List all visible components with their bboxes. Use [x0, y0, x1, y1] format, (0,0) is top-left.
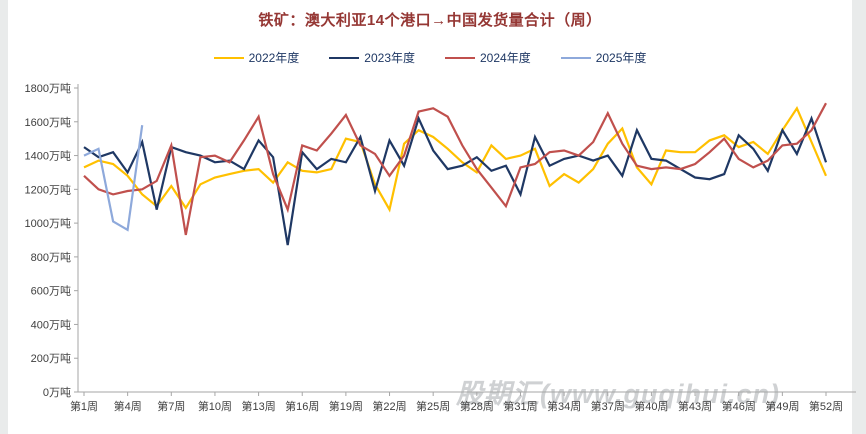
legend-item-2025年度: 2025年度 — [560, 49, 647, 66]
legend-label: 2022年度 — [248, 51, 300, 65]
x-tick-label: 第7周 — [157, 399, 185, 413]
x-tick-label: 第34周 — [547, 399, 581, 413]
y-tick-label: 1000万吨 — [25, 217, 71, 230]
x-tick-label: 第10周 — [198, 399, 232, 413]
legend-label: 2023年度 — [364, 51, 415, 65]
x-tick-label: 第19周 — [329, 399, 363, 413]
y-tick-label: 400万吨 — [31, 318, 71, 331]
x-tick-label: 第46周 — [722, 399, 756, 413]
legend: 2022年度 2023年度 2024年度 2025年度 — [8, 49, 852, 66]
x-tick-label: 第22周 — [372, 399, 406, 413]
x-tick-label: 第13周 — [241, 399, 275, 413]
y-tick-label: 1400万吨 — [25, 150, 71, 163]
x-tick-label: 第31周 — [503, 399, 537, 413]
x-tick-label: 第1周 — [70, 399, 98, 413]
x-tick-label: 第28周 — [460, 399, 494, 413]
y-tick-label: 800万吨 — [31, 251, 71, 264]
x-tick-label: 第16周 — [285, 399, 319, 413]
legend-swatch — [445, 56, 475, 59]
legend-item-2024年度: 2024年度 — [445, 49, 531, 66]
watermark: 股期汇(www.guqihui.cn) — [456, 379, 780, 409]
x-tick-label: 第52周 — [809, 399, 843, 413]
x-tick-label: 第49周 — [765, 399, 799, 413]
series-line-2023年度 — [83, 115, 828, 246]
legend-label: 2025年度 — [595, 51, 647, 65]
series-line-2022年度 — [83, 106, 828, 213]
legend-swatch — [560, 56, 591, 59]
y-tick-label: 600万吨 — [31, 285, 71, 298]
legend-item-2022年度: 2022年度 — [213, 49, 300, 66]
chart-panel: 铁矿：澳大利亚14个港口→中国发货量合计（周） 2022年度 2023年度 2024… — [8, 0, 856, 434]
line-chart: 0万吨 200万吨 400万吨 600万吨 800万吨 1000万吨 1200万吨 1400万… — [25, 82, 856, 413]
legend-swatch — [213, 56, 244, 59]
x-tick-label: 第4周 — [114, 399, 142, 413]
y-tick-label: 1800万吨 — [25, 82, 71, 95]
legend-swatch — [329, 56, 360, 59]
x-tick-label: 第37周 — [591, 399, 625, 413]
legend-item-2023年度: 2023年度 — [329, 49, 415, 66]
y-tick-label: 1200万吨 — [25, 183, 71, 196]
series-line-2024年度 — [83, 102, 827, 236]
series-line-2025年度 — [83, 125, 144, 232]
chart-title: 铁矿：澳大利亚14个港口→中国发货量合计（周） — [258, 12, 602, 29]
x-tick-label: 第25周 — [416, 399, 450, 413]
y-tick-label: 1600万吨 — [25, 116, 71, 129]
y-tick-label: 0万吨 — [43, 386, 71, 399]
legend-label: 2024年度 — [480, 51, 531, 65]
x-tick-label: 第43周 — [678, 399, 712, 413]
x-tick-label: 第40周 — [634, 399, 668, 413]
y-tick-label: 200万吨 — [31, 352, 71, 365]
